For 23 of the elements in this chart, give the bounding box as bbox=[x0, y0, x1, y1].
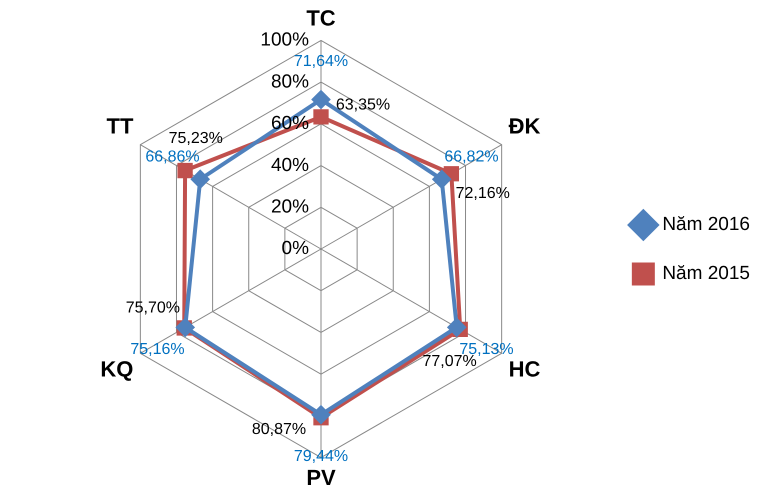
spoke-label: TC bbox=[306, 5, 336, 30]
data-label: 71,64% bbox=[294, 52, 348, 70]
y-tick-label: 80% bbox=[270, 71, 310, 92]
y-tick-label: 20% bbox=[270, 196, 310, 218]
y-tick-label: 40% bbox=[270, 154, 310, 176]
spoke-label: TT bbox=[106, 114, 134, 139]
data-label: 75,70% bbox=[126, 299, 180, 316]
data-label: 63,35% bbox=[336, 96, 390, 114]
data-label: 79,44% bbox=[294, 448, 348, 466]
spoke-label: HC bbox=[508, 356, 540, 382]
y-tick-label: 0% bbox=[282, 238, 310, 260]
legend-label: Năm 2015 bbox=[662, 263, 750, 284]
data-label: 75,16% bbox=[130, 340, 185, 358]
spoke-label: ĐK bbox=[508, 114, 540, 139]
legend-label: Năm 2016 bbox=[662, 214, 750, 236]
data-label: 75,23% bbox=[168, 130, 223, 147]
data-label: 72,16% bbox=[456, 185, 510, 202]
spoke-label: KQ bbox=[100, 356, 134, 382]
y-tick-label: 100% bbox=[260, 30, 310, 51]
data-label: 66,86% bbox=[145, 148, 200, 166]
spoke-label: PV bbox=[306, 464, 336, 490]
data-label: 66,82% bbox=[444, 148, 499, 166]
data-label: 80,87% bbox=[252, 421, 306, 438]
